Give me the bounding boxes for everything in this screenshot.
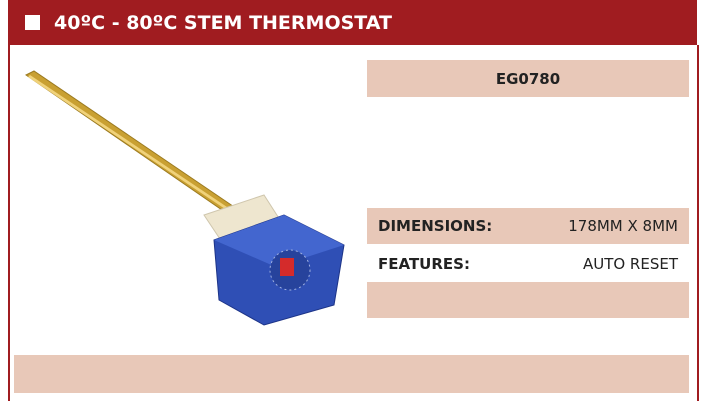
spec-row: FEATURES: AUTO RESET [367,246,689,282]
spec-label: DIMENSIONS: [378,208,492,244]
product-code: EG0780 [367,60,689,97]
product-card: 40ºC - 80ºC STEM THERMOSTAT EG0780 DIMEN… [0,0,701,401]
product-image [14,55,359,345]
spec-label: FEATURES: [378,246,470,282]
spec-row: DIMENSIONS: 178MM X 8MM [367,208,689,244]
empty-row [367,282,689,318]
spec-value: 178MM X 8MM [568,208,678,244]
header: 40ºC - 80ºC STEM THERMOSTAT [8,0,697,45]
header-icon [25,15,40,30]
spec-value: AUTO RESET [583,246,678,282]
title: 40ºC - 80ºC STEM THERMOSTAT [54,0,392,47]
footer-bar [14,355,689,393]
